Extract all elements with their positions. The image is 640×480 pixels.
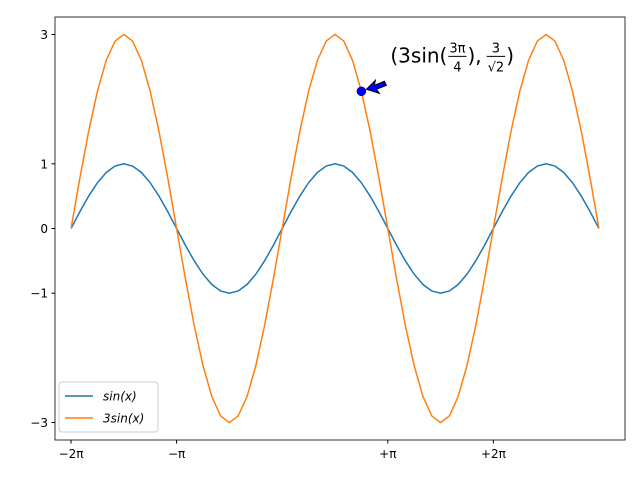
y-tick-label: −1 [30, 287, 48, 301]
legend-label: 3sin(x) [103, 412, 144, 426]
x-tick-label: +π [379, 447, 396, 461]
y-tick-label: 0 [40, 222, 48, 236]
x-tick-label: −2π [59, 447, 84, 461]
annotation-denominator: 4 [453, 60, 461, 75]
x-tick-label: +2π [481, 447, 506, 461]
annotation-point [356, 86, 367, 97]
annotation-numerator: 3π [449, 41, 465, 56]
annotation-denominator: √2 [488, 60, 505, 75]
legend-box [58, 381, 159, 433]
series-line [70, 33, 600, 424]
annotation-numerator: 3 [492, 41, 500, 56]
legend-label: sin(x) [103, 390, 137, 404]
annotation-text: (3sin( [390, 43, 447, 67]
annotation-text: ), [467, 43, 481, 67]
axes-frame [54, 16, 626, 441]
legend: sin(x) 3sin(x) [58, 381, 159, 433]
annotation-arrow [365, 78, 388, 95]
y-tick-label: 3 [40, 28, 48, 42]
y-tick-label: −3 [30, 416, 48, 430]
x-tick-label: −π [168, 447, 185, 461]
series-line [70, 163, 600, 294]
annotation-text: ) [506, 43, 514, 67]
y-tick-label: 1 [40, 157, 48, 171]
